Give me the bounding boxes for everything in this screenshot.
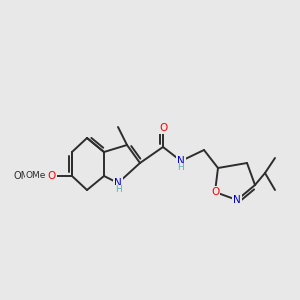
Text: N: N bbox=[177, 156, 185, 166]
Text: O: O bbox=[211, 187, 219, 197]
Text: H: H bbox=[115, 185, 122, 194]
Text: O: O bbox=[48, 171, 56, 181]
Text: H: H bbox=[178, 164, 184, 172]
Text: OMe: OMe bbox=[26, 172, 46, 181]
Text: N: N bbox=[233, 195, 241, 205]
Text: O: O bbox=[48, 171, 56, 181]
Text: O: O bbox=[159, 123, 167, 133]
Text: N: N bbox=[114, 178, 122, 188]
Text: OMe: OMe bbox=[14, 171, 36, 181]
Text: N: N bbox=[177, 156, 185, 166]
